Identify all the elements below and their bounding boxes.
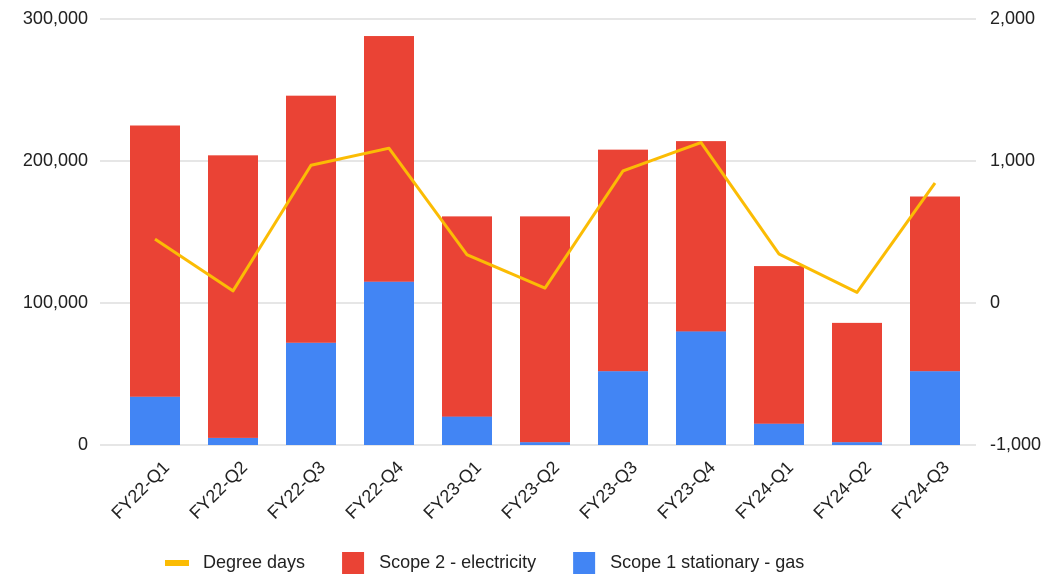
bar [208, 155, 258, 438]
legend-swatch [165, 560, 189, 566]
bar [364, 281, 414, 445]
bar [286, 342, 336, 445]
x-tick-label: FY22-Q2 [185, 457, 251, 523]
y2-tick-label: 0 [990, 292, 1000, 312]
y2-tick-label: -1,000 [990, 434, 1041, 454]
bar [442, 216, 492, 417]
y2-tick-label: 2,000 [990, 8, 1035, 28]
legend-label: Scope 2 - electricity [379, 552, 536, 572]
bar [676, 141, 726, 332]
bar [286, 95, 336, 343]
bar [520, 216, 570, 443]
y-tick-label: 300,000 [23, 8, 88, 28]
bar [754, 266, 804, 424]
bar [130, 125, 180, 397]
legend-swatch [342, 552, 365, 574]
bar [598, 371, 648, 445]
x-tick-label: FY23-Q4 [653, 457, 719, 523]
x-tick-label: FY22-Q3 [263, 457, 329, 523]
x-tick-label: FY24-Q3 [887, 457, 953, 523]
bar [130, 396, 180, 445]
bar [676, 331, 726, 445]
bar [208, 437, 258, 445]
bar [520, 442, 570, 445]
x-tick-label: FY23-Q3 [575, 457, 641, 523]
y-tick-label: 100,000 [23, 292, 88, 312]
bar [754, 423, 804, 445]
bar [832, 322, 882, 443]
legend-label: Degree days [203, 552, 305, 572]
x-tick-label: FY24-Q1 [731, 457, 797, 523]
y-tick-label: 200,000 [23, 150, 88, 170]
x-tick-label: FY23-Q2 [497, 457, 563, 523]
bar [910, 371, 960, 445]
bar [442, 416, 492, 445]
legend-label: Scope 1 stationary - gas [610, 552, 804, 572]
y2-tick-label: 1,000 [990, 150, 1035, 170]
line [154, 141, 937, 294]
y-tick-label: 0 [78, 434, 88, 454]
x-tick-label: FY23-Q1 [419, 457, 485, 523]
bar [598, 149, 648, 372]
bar [910, 196, 960, 372]
legend-swatch [573, 552, 596, 574]
x-tick-label: FY22-Q1 [107, 457, 173, 523]
x-tick-label: FY24-Q2 [809, 457, 875, 523]
x-tick-label: FY22-Q4 [341, 457, 407, 523]
bar [832, 442, 882, 445]
bar [364, 36, 414, 282]
